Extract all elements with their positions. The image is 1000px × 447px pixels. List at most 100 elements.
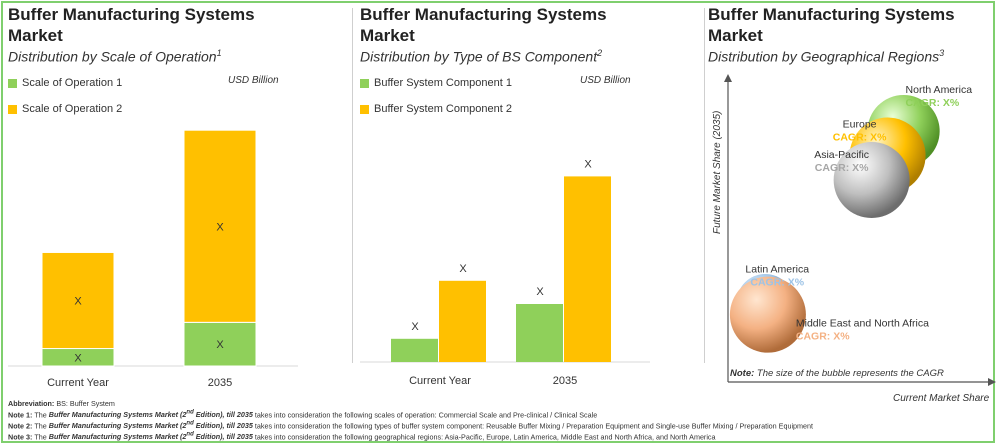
scale-of-operation-panel: Buffer Manufacturing Systems Market Dist… — [8, 4, 348, 396]
bar — [564, 176, 611, 362]
note-title-sup: nd — [186, 420, 194, 427]
bubble-region-label: Europe — [843, 119, 877, 131]
bar-data-label: X — [584, 158, 592, 170]
note-label: Note 3 — [8, 431, 30, 441]
bubble-region-label: Latin America — [745, 263, 809, 275]
legend-label: Buffer System Component 1 — [374, 77, 512, 89]
note-title: Buffer Manufacturing Systems Market (2nd… — [49, 421, 253, 430]
note-title-before: Buffer Manufacturing Systems Market (2 — [48, 420, 187, 430]
bubble-region-label: Middle East and North Africa — [796, 318, 929, 330]
unit-label: USD Billion — [580, 75, 631, 86]
panel-title: Buffer Manufacturing Systems Market — [708, 5, 955, 45]
legend-swatch-green — [8, 78, 17, 88]
note-title-before: Buffer Manufacturing Systems Market (2 — [48, 431, 187, 441]
bubble-cagr-label: CAGR: X% — [750, 276, 804, 288]
subtitle-footnote-mark: 1 — [216, 48, 222, 58]
note-label: Note: — [730, 368, 755, 379]
bar-data-label: X — [536, 286, 544, 298]
y-axis-label: Future Market Share (2035) — [712, 110, 723, 234]
panel-subtitle: Distribution by Scale of Operation1 — [8, 48, 222, 65]
x-tick-label: Current Year — [47, 377, 109, 389]
abbreviation-line: Abbreviation: BS: Buffer System — [8, 399, 813, 409]
legend-item: Buffer System Component 2 — [360, 100, 512, 118]
note-the: The — [34, 409, 47, 419]
stacked-bar-chart: X X Current Year X X 2035 — [8, 129, 298, 389]
geographical-regions-panel: Buffer Manufacturing Systems Market Dist… — [708, 4, 998, 396]
legend-label: Scale of Operation 1 — [22, 77, 123, 89]
note-title-after: Edition), till 2035 — [193, 409, 253, 419]
note-label: Note 1 — [8, 409, 30, 419]
note-text: takes into consideration the following t… — [254, 420, 814, 430]
footnotes: Abbreviation: BS: Buffer System Note 1: … — [8, 399, 814, 442]
note-text: The size of the bubble represents the CA… — [756, 368, 944, 379]
bar — [516, 304, 563, 362]
bar — [391, 338, 438, 362]
subtitle-text: Distribution by Scale of Operation — [8, 48, 217, 65]
bubble — [833, 142, 910, 219]
note-the: The — [34, 420, 47, 430]
bar-segment — [183, 129, 257, 323]
legend-swatch-green — [360, 78, 369, 88]
bar — [439, 280, 486, 362]
bar-data-label: X — [216, 221, 224, 233]
panel-title: Buffer Manufacturing Systems Market — [360, 5, 607, 45]
unit-label: USD Billion — [228, 75, 279, 86]
bs-component-panel: Buffer Manufacturing Systems Market Dist… — [360, 4, 700, 396]
legend-label: Buffer System Component 2 — [374, 103, 512, 115]
subtitle-footnote-mark: 3 — [939, 48, 945, 58]
legend: Buffer System Component 1 Buffer System … — [360, 74, 512, 126]
bubble-cagr-label: CAGR: X% — [815, 162, 869, 174]
legend-item: Buffer System Component 1 — [360, 74, 512, 92]
abbrev-label: Abbreviation: — [8, 399, 55, 408]
bar-data-label: X — [74, 296, 82, 308]
subtitle-footnote-mark: 2 — [597, 48, 603, 58]
x-axis-label: Current Market Share — [893, 393, 990, 404]
legend-swatch-orange — [360, 104, 369, 114]
note-title-sup: nd — [186, 409, 194, 416]
divider — [704, 8, 705, 363]
note-title-after: Edition), till 2035 — [193, 431, 253, 441]
bubble-cagr-label: CAGR: X% — [906, 97, 960, 109]
bar-data-label: X — [216, 339, 224, 351]
note-the: The — [34, 431, 47, 441]
note-title: Buffer Manufacturing Systems Market (2nd… — [49, 410, 253, 419]
note-text: takes into consideration the following g… — [254, 431, 716, 441]
bubble-region-label: North America — [906, 84, 973, 96]
legend: Scale of Operation 1 Scale of Operation … — [8, 74, 122, 126]
bar-data-label: X — [459, 263, 467, 275]
bubble — [729, 276, 806, 353]
x-tick-label: 2035 — [208, 377, 232, 389]
divider — [352, 8, 353, 363]
x-tick-label: 2035 — [553, 375, 577, 387]
bubble-cagr-label: CAGR: X% — [833, 132, 887, 144]
bubble-cagr-label: CAGR: X% — [796, 331, 850, 343]
legend-item: Scale of Operation 2 — [8, 100, 122, 118]
bubble-region-label: Asia-Pacific — [814, 149, 869, 161]
x-axis-arrow — [988, 378, 996, 386]
abbrev-text: BS: Buffer System — [56, 399, 115, 408]
subtitle-text: Distribution by Geographical Regions — [708, 48, 940, 65]
subtitle-text: Distribution by Type of BS Component — [360, 48, 598, 65]
legend-swatch-orange — [8, 104, 17, 114]
bubble-note: Note: The size of the bubble represents … — [730, 368, 944, 379]
bar-data-label: X — [74, 352, 82, 364]
note-title-before: Buffer Manufacturing Systems Market (2 — [48, 409, 187, 419]
note-line-1: Note 1: The Buffer Manufacturing Systems… — [8, 409, 598, 419]
panel-subtitle: Distribution by Type of BS Component2 — [360, 48, 602, 65]
bar-data-label: X — [411, 321, 419, 333]
panel-subtitle: Distribution by Geographical Regions3 — [708, 48, 944, 65]
legend-label: Scale of Operation 2 — [22, 103, 123, 115]
note-text: takes into consideration the following s… — [254, 409, 598, 419]
note-line-3: Note 3: The Buffer Manufacturing Systems… — [8, 431, 716, 441]
grouped-bar-chart: X X Current Year X X 2035 — [360, 158, 650, 387]
panel-title: Buffer Manufacturing Systems Market — [8, 5, 255, 45]
bar-segment — [41, 251, 115, 350]
note-title: Buffer Manufacturing Systems Market (2nd… — [49, 432, 253, 441]
note-line-2: Note 2: The Buffer Manufacturing Systems… — [8, 420, 814, 430]
note-title-sup: nd — [186, 431, 194, 438]
y-axis-arrow — [724, 74, 732, 82]
legend-item: Scale of Operation 1 — [8, 74, 122, 92]
note-title-after: Edition), till 2035 — [193, 420, 253, 430]
